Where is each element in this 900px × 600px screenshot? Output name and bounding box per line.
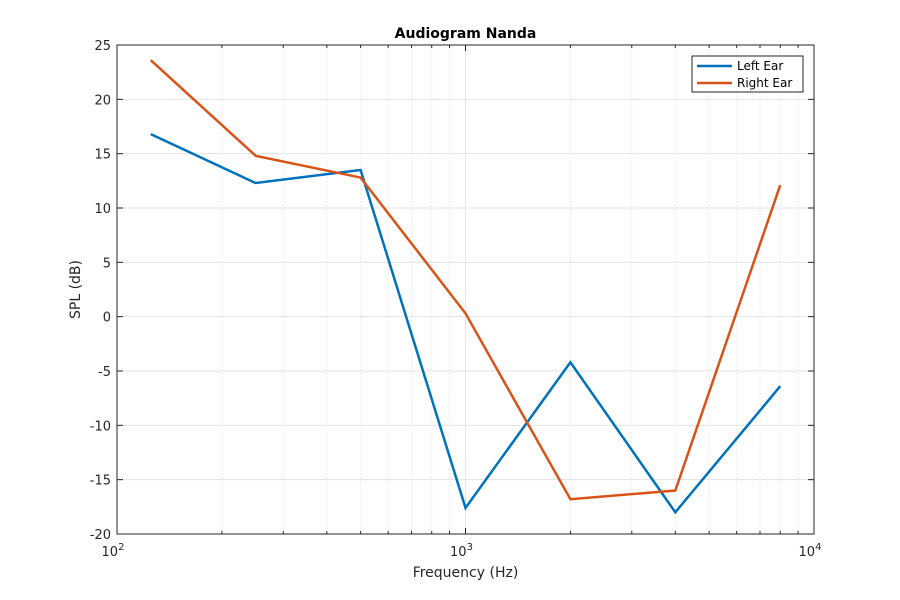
y-tick-label: 15 <box>94 148 111 163</box>
y-tick-label: 20 <box>94 93 111 108</box>
legend-box <box>691 55 804 93</box>
x-tick-exponent: 4 <box>815 542 821 553</box>
y-tick-label: 0 <box>103 311 111 326</box>
y-tick-label: 25 <box>94 39 111 54</box>
y-tick-label: -5 <box>98 365 111 380</box>
y-axis-label: SPL (dB) <box>68 260 84 319</box>
series-line-right-ear <box>149 59 782 501</box>
series <box>149 59 782 515</box>
x-tick-label: 102 <box>102 542 125 560</box>
y-tick-label: 5 <box>103 256 111 271</box>
x-tick-base: 10 <box>450 545 467 560</box>
x-tick-exponent: 2 <box>118 542 124 553</box>
chart-title: Audiogram Nanda <box>395 26 537 42</box>
x-tick-base: 10 <box>799 545 816 560</box>
x-tick-base: 10 <box>102 545 119 560</box>
series-line-left-ear <box>150 132 782 515</box>
x-tick-label: 104 <box>799 542 822 560</box>
y-tick-label: -10 <box>90 419 111 434</box>
legend: Left Ear Right Ear <box>691 55 804 93</box>
legend-label: Right Ear <box>737 76 792 90</box>
x-axis-label: Frequency (Hz) <box>413 565 519 581</box>
legend-label: Left Ear <box>737 59 783 73</box>
x-tick-label: 103 <box>450 542 473 560</box>
x-tick-exponent: 3 <box>467 542 473 553</box>
y-tick-label: -20 <box>90 528 111 543</box>
y-tick-label: -15 <box>90 474 111 489</box>
y-tick-label: 10 <box>94 202 111 217</box>
